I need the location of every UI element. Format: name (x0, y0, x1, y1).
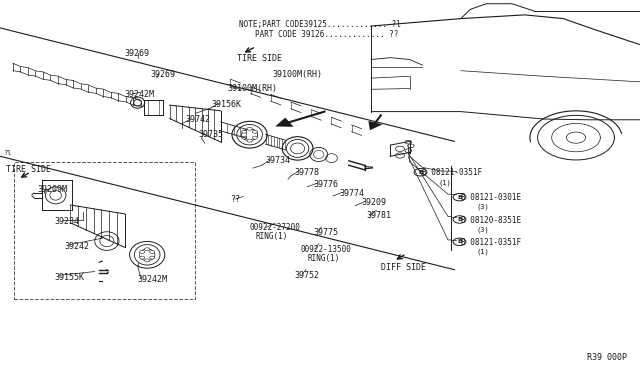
Text: 39775: 39775 (314, 228, 339, 237)
Text: B 08121-0351F: B 08121-0351F (461, 238, 521, 247)
Text: ??: ?? (230, 195, 241, 204)
Circle shape (252, 136, 257, 139)
Text: B: B (418, 170, 423, 175)
Text: R39 000P: R39 000P (588, 353, 627, 362)
Circle shape (145, 248, 150, 251)
Circle shape (252, 130, 257, 133)
Text: 39242: 39242 (64, 242, 89, 251)
Text: 39100M(RH): 39100M(RH) (227, 84, 277, 93)
Circle shape (150, 251, 155, 254)
Text: (1): (1) (477, 248, 490, 255)
Circle shape (247, 139, 252, 142)
Text: 39735: 39735 (198, 130, 223, 139)
Text: 39100M(RH): 39100M(RH) (272, 70, 322, 79)
Text: B: B (457, 239, 462, 244)
Text: RING(1): RING(1) (256, 232, 289, 241)
Text: 39778: 39778 (294, 169, 319, 177)
Text: 39776: 39776 (314, 180, 339, 189)
Text: PART CODE 39126............. ??: PART CODE 39126............. ?? (255, 30, 398, 39)
Text: 39734: 39734 (266, 156, 291, 165)
Text: 39156K: 39156K (211, 100, 241, 109)
Circle shape (242, 130, 247, 133)
Text: 00922-13500: 00922-13500 (301, 246, 351, 254)
Text: 39209: 39209 (362, 198, 387, 207)
Circle shape (242, 136, 247, 139)
Text: 39234: 39234 (54, 217, 79, 226)
Text: 39242M: 39242M (138, 275, 168, 283)
Circle shape (145, 259, 150, 262)
Text: 39269: 39269 (150, 70, 175, 79)
Text: NOTE;PART CODE39125............. ?l: NOTE;PART CODE39125............. ?l (239, 20, 401, 29)
Text: 39242M: 39242M (125, 90, 155, 99)
Text: 39155K: 39155K (54, 273, 84, 282)
Text: 39774: 39774 (339, 189, 364, 198)
Circle shape (247, 127, 252, 130)
Text: 00922-27200: 00922-27200 (250, 223, 300, 232)
Text: 39752: 39752 (294, 271, 319, 280)
Text: 39781: 39781 (366, 211, 391, 220)
Text: DIFF SIDE: DIFF SIDE (381, 263, 426, 272)
Text: (3): (3) (477, 204, 490, 211)
Text: B: B (457, 195, 462, 200)
Polygon shape (369, 121, 383, 130)
Text: 39209M: 39209M (37, 185, 67, 194)
Circle shape (150, 256, 155, 259)
Text: B 08121-0301E: B 08121-0301E (461, 193, 521, 202)
Text: (3): (3) (477, 226, 490, 233)
Text: 39742: 39742 (186, 115, 211, 124)
Text: 39269: 39269 (125, 49, 150, 58)
Text: TIRE SIDE: TIRE SIDE (6, 165, 51, 174)
Text: B 08121-0351F: B 08121-0351F (422, 169, 483, 177)
Text: RING(1): RING(1) (307, 254, 340, 263)
Circle shape (140, 256, 145, 259)
Polygon shape (275, 118, 294, 127)
Text: TIRE SIDE: TIRE SIDE (237, 54, 282, 63)
Text: B: B (457, 217, 462, 222)
Text: ?l: ?l (3, 150, 12, 155)
Text: B 08120-8351E: B 08120-8351E (461, 216, 521, 225)
Text: (1): (1) (438, 179, 451, 186)
Circle shape (140, 251, 145, 254)
